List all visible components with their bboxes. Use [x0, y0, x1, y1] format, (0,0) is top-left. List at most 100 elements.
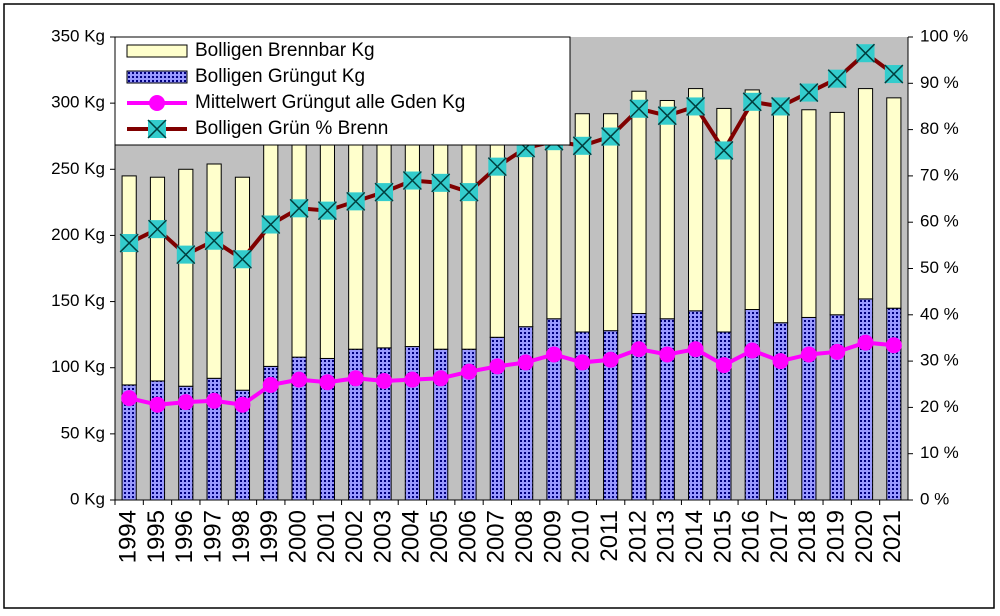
marker-cross [884, 64, 904, 84]
legend-label: Mittelwert Grüngut alle Gden Kg [195, 92, 465, 113]
marker [744, 342, 761, 359]
y-tick-label: 200 Kg [51, 225, 105, 244]
bar [857, 88, 874, 300]
bar [886, 307, 902, 501]
bar [178, 168, 194, 387]
marker [855, 43, 876, 63]
bar [603, 113, 619, 332]
marker [147, 219, 168, 239]
marker [206, 392, 223, 409]
marker-cross [147, 219, 168, 239]
bar [319, 131, 335, 359]
bar [376, 118, 392, 349]
legend-label: Bolligen Brennbar Kg [195, 40, 375, 61]
y-tick-label: 50 Kg [61, 423, 105, 442]
y2-tick-label: 100 % [920, 26, 968, 45]
marker-cross [742, 92, 762, 112]
x-tick-label: 1998 [228, 510, 255, 563]
marker-cross [827, 69, 847, 89]
x-tick-label: 2008 [511, 510, 538, 563]
bar [149, 176, 166, 382]
y2-tick-label: 40 % [920, 304, 959, 323]
marker [686, 96, 706, 116]
marker-cross [657, 106, 677, 126]
x-tick-label: 2016 [738, 510, 765, 563]
y-tick-label: 150 Kg [51, 291, 105, 310]
bar [772, 113, 789, 324]
legend-swatch [126, 44, 188, 58]
marker [630, 341, 647, 358]
bar [121, 175, 137, 386]
x-tick-label: 1996 [171, 510, 198, 563]
marker-cross [176, 245, 196, 265]
marker-cross [431, 173, 451, 193]
x-tick-label: 2011 [596, 510, 623, 562]
marker [149, 396, 166, 413]
marker [234, 396, 251, 413]
x-tick-label: 1999 [256, 510, 283, 563]
marker [657, 106, 677, 126]
x-tick-label: 1997 [199, 510, 226, 563]
bar [801, 109, 817, 318]
x-tick-label: 2002 [341, 510, 368, 563]
bar [688, 310, 704, 501]
marker [232, 249, 252, 269]
marker [459, 182, 479, 202]
marker [119, 233, 139, 253]
legend-swatch [126, 70, 188, 84]
marker [317, 201, 337, 221]
marker [517, 354, 534, 371]
marker [574, 354, 591, 371]
marker-cross [714, 140, 734, 160]
bar [688, 88, 704, 312]
marker [602, 351, 619, 368]
bar [716, 107, 732, 333]
marker [374, 182, 394, 202]
x-tick-label: 2001 [313, 510, 340, 563]
x-tick-label: 2006 [454, 510, 481, 563]
legend-label: Bolligen Grüngut Kg [195, 66, 365, 87]
marker [376, 372, 393, 389]
marker [261, 214, 281, 235]
y2-tick-label: 70 % [920, 165, 959, 184]
y2-tick-label: 10 % [920, 443, 959, 462]
bar [404, 346, 420, 501]
bar [744, 89, 760, 311]
marker [687, 341, 704, 358]
marker [489, 358, 506, 375]
marker [262, 376, 279, 393]
x-tick-label: 2014 [681, 510, 708, 563]
x-tick-label: 2000 [284, 510, 311, 563]
marker-cross [855, 43, 876, 63]
marker [827, 69, 847, 89]
marker [291, 371, 308, 388]
x-tick-label: 2007 [483, 510, 510, 563]
bar [433, 129, 449, 350]
y2-tick-label: 20 % [920, 397, 959, 416]
y-tick-label: 250 Kg [51, 159, 105, 178]
x-tick-label: 2019 [823, 510, 850, 563]
marker-cross [374, 182, 394, 202]
marker [857, 334, 874, 351]
marker [829, 343, 846, 360]
marker-cross [572, 136, 592, 156]
marker [121, 390, 138, 407]
marker [885, 337, 902, 354]
x-tick-label: 1995 [143, 510, 170, 563]
marker [659, 346, 676, 363]
bar [376, 347, 392, 501]
marker-cross [261, 214, 281, 235]
bar [546, 318, 562, 501]
marker [742, 92, 762, 112]
bar [574, 113, 590, 333]
x-tick-label: 2003 [369, 510, 396, 563]
x-tick-label: 2012 [624, 510, 651, 563]
marker-cross [686, 96, 706, 116]
marker [771, 96, 791, 116]
marker [177, 394, 194, 411]
marker-cross [601, 127, 621, 147]
bar [348, 114, 364, 350]
marker [800, 346, 817, 363]
y-tick-label: 0 Kg [70, 489, 105, 508]
